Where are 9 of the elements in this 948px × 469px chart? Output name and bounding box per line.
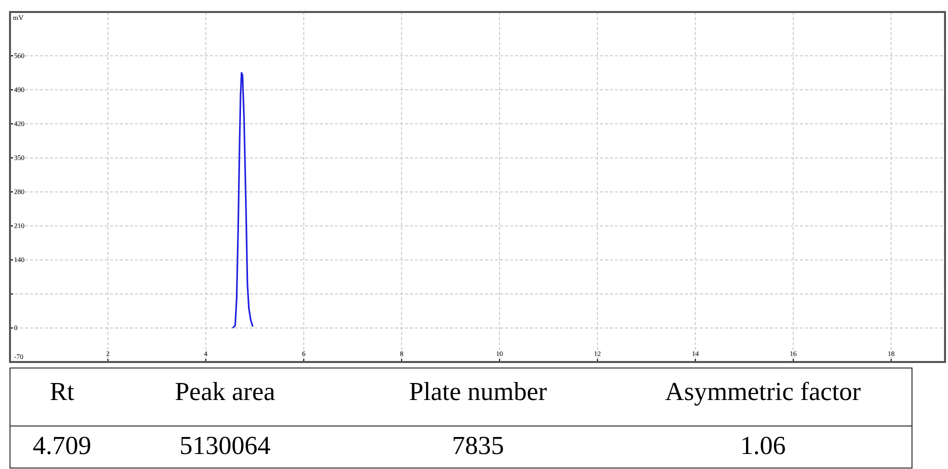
text: 4.709 xyxy=(32,431,92,460)
line-series xyxy=(232,72,254,329)
text: Asymmetric factor xyxy=(665,377,862,406)
text: 5130064 xyxy=(180,431,270,460)
text: 1.06 xyxy=(740,431,786,460)
text: Rt xyxy=(50,377,76,406)
text: Plate number xyxy=(409,377,548,406)
text: Peak area xyxy=(174,377,276,406)
text: 7835 xyxy=(452,431,504,460)
